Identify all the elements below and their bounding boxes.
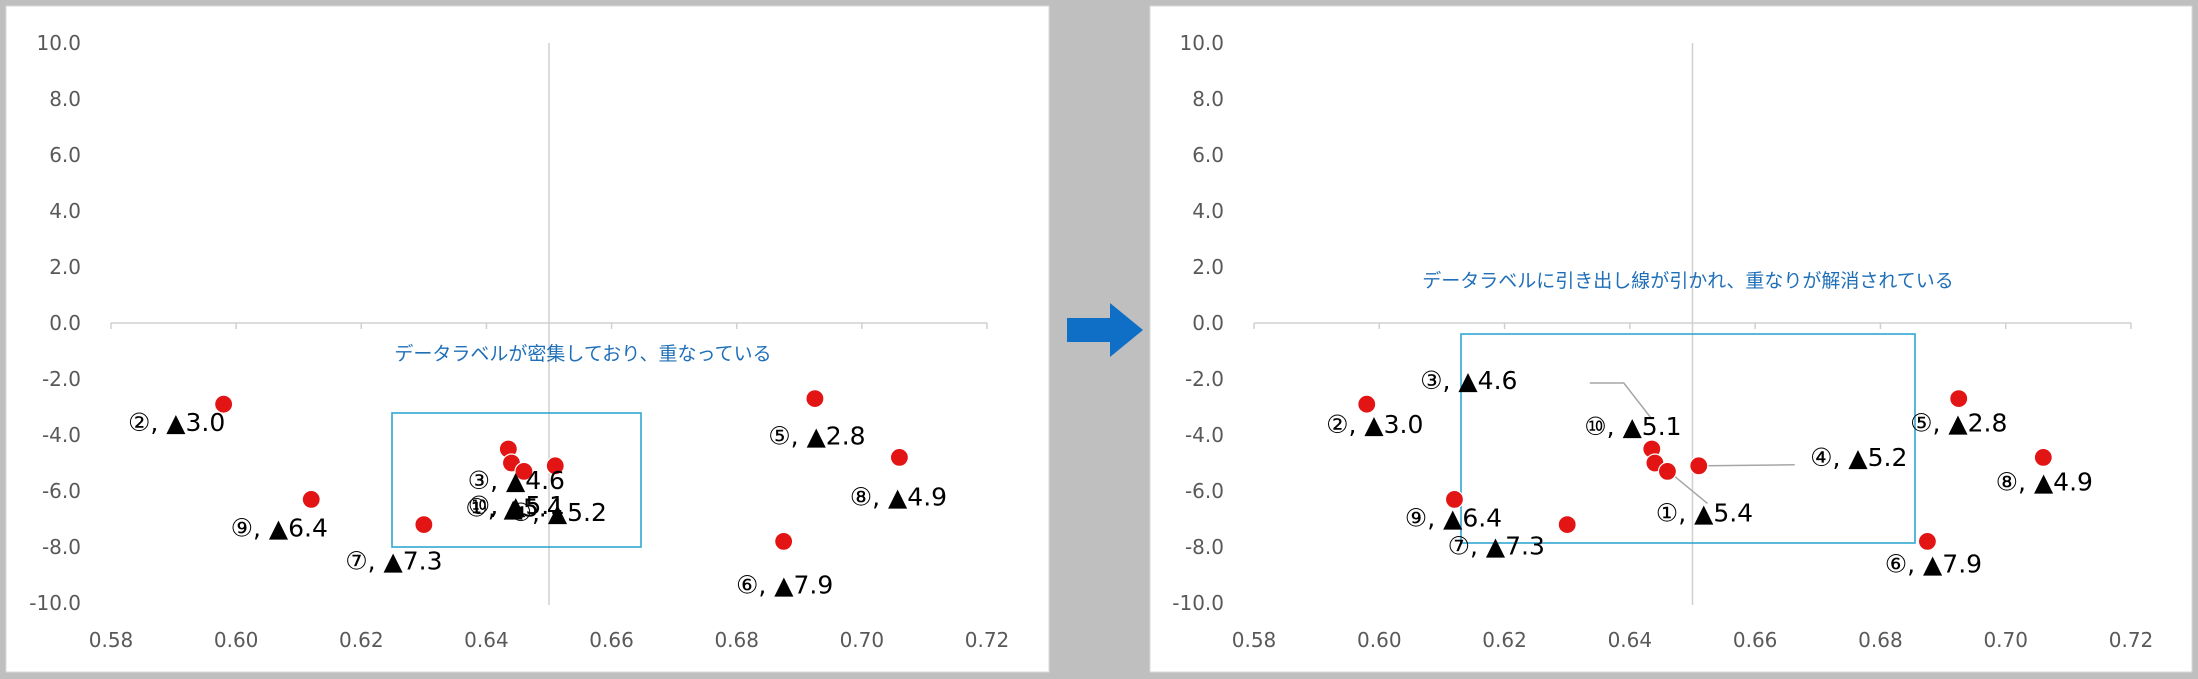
y-tick-label: 10.0: [36, 31, 81, 55]
scatter-point: [545, 456, 565, 476]
data-label: ②, ▲3.0: [128, 408, 225, 437]
highlight-box: [391, 412, 642, 548]
x-tick-label: 0.64: [1608, 628, 1653, 652]
data-label: ③, ▲4.6: [1420, 366, 1517, 395]
scatter-point: [1444, 489, 1465, 509]
data-label: ③, ▲4.6: [468, 466, 565, 495]
data-label: ①, ▲5.4: [1656, 498, 1753, 527]
y-tick-label: 4.0: [49, 199, 81, 223]
x-tick-label: 0.70: [1983, 628, 2028, 652]
data-label: ⑤, ▲2.8: [768, 422, 865, 451]
x-tick-label: 0.72: [965, 628, 1010, 652]
y-tick-label: -10.0: [1172, 591, 1224, 615]
y-tick-label: 4.0: [1192, 199, 1224, 223]
y-tick-label: 6.0: [49, 143, 81, 167]
x-tick-label: 0.72: [2109, 628, 2154, 652]
scatter-point: [414, 514, 434, 535]
x-tick-label: 0.66: [1733, 628, 1778, 652]
scatter-point: [214, 394, 234, 414]
data-label: ④, ▲5.2: [1810, 443, 1907, 472]
x-tick-label: 0.64: [464, 628, 509, 652]
y-tick-label: -6.0: [1185, 479, 1224, 503]
scatter-chart-after: 0.58 0.60 0.62 0.64 0.66 0.68 0.70 0.72 10.0 8.0 6…: [1172, 31, 2153, 652]
data-label: ⑦, ▲7.3: [345, 547, 442, 576]
data-label: ①, ▲5.4: [465, 493, 562, 522]
y-tick-label: -2.0: [1185, 367, 1224, 391]
x-tick-label: 0.70: [840, 628, 885, 652]
x-tick-label: 0.62: [1482, 628, 1527, 652]
highlight-box: [1460, 333, 1916, 544]
x-tick-label: 0.60: [1357, 628, 1402, 652]
data-label: ⑥, ▲7.9: [1885, 549, 1982, 578]
x-tick-label: 0.62: [339, 628, 384, 652]
y-tick-label: 10.0: [1179, 31, 1224, 55]
data-label: ⑦, ▲7.3: [1448, 532, 1545, 561]
x-tick-label: 0.58: [89, 628, 134, 652]
y-tick-label: -10.0: [29, 591, 81, 615]
y-tick-label: -4.0: [1185, 423, 1224, 447]
scatter-point: [805, 389, 825, 409]
scatter-chart-before: 0.58 0.60 0.62 0.64 0.66 0.68 0.70 0.72 10.0 8.0 6…: [29, 31, 1009, 652]
data-label: ⑨, ▲6.4: [1405, 503, 1502, 532]
scatter-point: [1657, 461, 1678, 481]
data-label: ⑧, ▲4.9: [850, 482, 947, 511]
data-label: ⑤, ▲2.8: [1910, 409, 2007, 438]
data-label: ⑩, ▲5.1: [468, 491, 565, 520]
y-tick-label: -4.0: [42, 423, 81, 447]
data-label: ②, ▲3.0: [1326, 410, 1423, 439]
scatter-point: [2033, 447, 2053, 467]
annotation-text: データラベルが密集しており、重なっている: [394, 343, 771, 365]
data-label: ⑨, ▲6.4: [231, 513, 328, 542]
chart-panel-after: [1149, 5, 2193, 673]
x-tick-label: 0.60: [214, 628, 259, 652]
scatter-point: [889, 447, 910, 467]
y-tick-label: 8.0: [49, 87, 81, 111]
y-tick-label: -2.0: [42, 367, 81, 391]
leader-line: [1706, 464, 1795, 467]
y-tick-label: 0.0: [1192, 311, 1224, 335]
annotation-text: データラベルに引き出し線が引かれ、重なりが解消されている: [1422, 270, 1954, 292]
y-tick-label: -8.0: [1185, 535, 1224, 559]
y-tick-label: -6.0: [42, 479, 81, 503]
y-tick-label: -8.0: [42, 535, 81, 559]
leader-line: [1672, 474, 1708, 504]
chart-panel-before: [5, 5, 1050, 673]
data-label: ④, ▲5.2: [510, 498, 607, 527]
x-tick-label: 0.68: [1858, 628, 1903, 652]
scatter-point: [1557, 514, 1577, 535]
scatter-point: [301, 489, 321, 509]
data-label: ⑧, ▲4.9: [1996, 467, 2093, 496]
scatter-point: [514, 461, 534, 481]
y-tick-label: 8.0: [1192, 87, 1224, 111]
x-tick-label: 0.66: [589, 628, 634, 652]
x-tick-label: 0.58: [1232, 628, 1277, 652]
y-tick-label: 0.0: [49, 311, 81, 335]
leader-line: [1589, 382, 1653, 420]
y-tick-label: 2.0: [49, 255, 81, 279]
right-arrow-icon: [1067, 303, 1143, 357]
y-tick-label: 6.0: [1192, 143, 1224, 167]
scatter-point: [1917, 531, 1938, 552]
data-label: ⑩, ▲5.1: [1584, 412, 1681, 441]
scatter-point: [1689, 456, 1709, 476]
data-label: ⑥, ▲7.9: [736, 570, 833, 599]
y-tick-label: 2.0: [1192, 255, 1224, 279]
scatter-point: [1357, 394, 1377, 414]
scatter-point: [1949, 389, 1969, 409]
scatter-point: [774, 531, 794, 552]
x-tick-label: 0.68: [714, 628, 759, 652]
